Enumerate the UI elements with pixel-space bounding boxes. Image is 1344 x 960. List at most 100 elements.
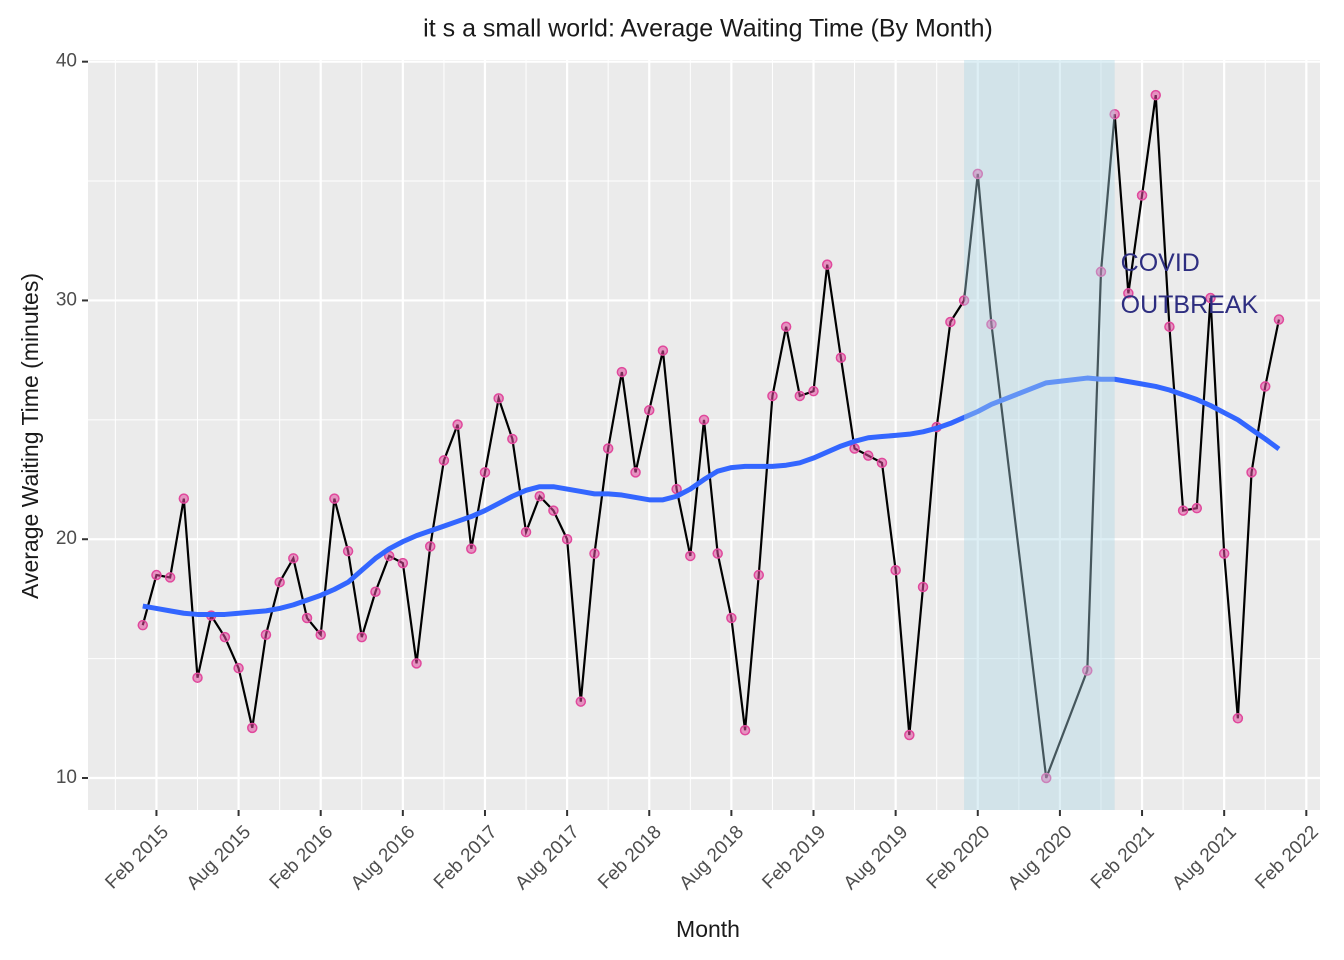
- data-point: [657, 345, 669, 356]
- data-point: [424, 541, 436, 552]
- data-point: [1082, 665, 1093, 676]
- x-tick-label: Feb 2021: [1087, 822, 1159, 894]
- x-tick-label: Feb 2022: [1251, 822, 1323, 894]
- data-point: [917, 581, 929, 593]
- data-point: [329, 493, 340, 504]
- x-tick-label: Aug 2019: [840, 822, 912, 894]
- x-tick-label: Aug 2021: [1168, 822, 1240, 894]
- data-point: [534, 490, 545, 502]
- data-point: [849, 443, 860, 454]
- data-point: [1177, 505, 1189, 516]
- data-point: [1040, 772, 1052, 784]
- x-tick-label: Feb 2020: [923, 822, 995, 894]
- data-point: [1218, 548, 1230, 559]
- data-point: [1232, 713, 1244, 724]
- data-point: [370, 586, 381, 598]
- data-point: [1259, 381, 1271, 392]
- data-point: [780, 321, 792, 332]
- x-tick-label: Feb 2015: [101, 822, 173, 894]
- x-tick-label: Feb 2019: [758, 822, 830, 894]
- x-tick-label: Feb 2016: [266, 822, 338, 894]
- data-point: [958, 295, 970, 306]
- data-point: [274, 576, 285, 588]
- data-point: [438, 455, 450, 466]
- data-point: [986, 319, 997, 330]
- data-point: [835, 352, 847, 364]
- data-point: [739, 724, 751, 736]
- data-point: [137, 619, 149, 631]
- data-point: [808, 385, 819, 397]
- data-point: [698, 414, 710, 426]
- annotation: COVID: [1121, 249, 1200, 277]
- data-point: [1191, 502, 1203, 514]
- data-point: [164, 572, 176, 583]
- data-point: [1246, 467, 1257, 478]
- data-point: [726, 612, 737, 624]
- data-point: [411, 658, 422, 669]
- y-tick-label: 40: [56, 51, 77, 72]
- data-point: [575, 696, 587, 707]
- x-tick-label: Feb 2017: [430, 822, 502, 894]
- data-point: [1095, 266, 1107, 278]
- data-point: [1136, 190, 1148, 201]
- data-point: [753, 569, 765, 581]
- data-point: [616, 366, 628, 378]
- x-tick-label: Aug 2017: [511, 822, 583, 894]
- data-point: [493, 393, 504, 404]
- x-tick-label: Aug 2016: [347, 822, 419, 894]
- data-point: [342, 545, 354, 557]
- data-point: [630, 467, 641, 478]
- data-point: [602, 443, 614, 454]
- data-point: [821, 259, 833, 270]
- data-point: [904, 729, 915, 741]
- data-point: [643, 405, 655, 416]
- data-point: [794, 390, 806, 402]
- data-point: [192, 672, 203, 683]
- annotation: OUTBREAK: [1121, 291, 1259, 319]
- data-point: [972, 168, 984, 180]
- data-point: [466, 543, 477, 555]
- y-tick-label: 30: [56, 289, 77, 310]
- data-point: [1150, 89, 1161, 101]
- data-point: [1164, 321, 1175, 332]
- y-tick-label: 20: [56, 528, 77, 549]
- data-point: [548, 505, 559, 516]
- data-point: [301, 612, 313, 624]
- data-point: [219, 631, 231, 643]
- data-point: [1109, 108, 1120, 120]
- data-point: [288, 553, 299, 564]
- data-point: [1273, 314, 1285, 325]
- chart-title: it s a small world: Average Waiting Time…: [423, 15, 993, 43]
- data-point: [685, 550, 696, 562]
- data-point: [876, 457, 888, 469]
- data-point: [356, 631, 368, 643]
- data-point: [397, 557, 409, 569]
- data-point: [1123, 288, 1134, 299]
- data-point: [479, 467, 491, 478]
- x-tick-label: Aug 2020: [1004, 822, 1076, 894]
- data-point: [151, 569, 162, 581]
- y-tick-label: 10: [56, 767, 77, 788]
- data-point: [260, 629, 272, 640]
- data-point: [507, 433, 518, 445]
- data-point: [178, 493, 190, 504]
- data-point: [233, 662, 244, 674]
- smooth-line: [142, 375, 1281, 617]
- shaded-region: [964, 60, 1115, 810]
- data-point: [561, 533, 573, 545]
- data-point: [315, 629, 326, 640]
- data-point: [452, 419, 463, 430]
- data-point: [945, 316, 956, 328]
- data-point: [1205, 292, 1216, 304]
- x-tick-label: Aug 2015: [183, 822, 255, 894]
- data-point: [520, 526, 532, 538]
- x-axis-label: Month: [676, 916, 740, 942]
- data-point: [712, 548, 723, 559]
- data-point: [767, 390, 778, 402]
- data-point: [863, 450, 874, 461]
- data-point: [890, 565, 901, 576]
- x-tick-label: Feb 2018: [594, 822, 666, 894]
- x-tick-label: Aug 2018: [676, 822, 748, 894]
